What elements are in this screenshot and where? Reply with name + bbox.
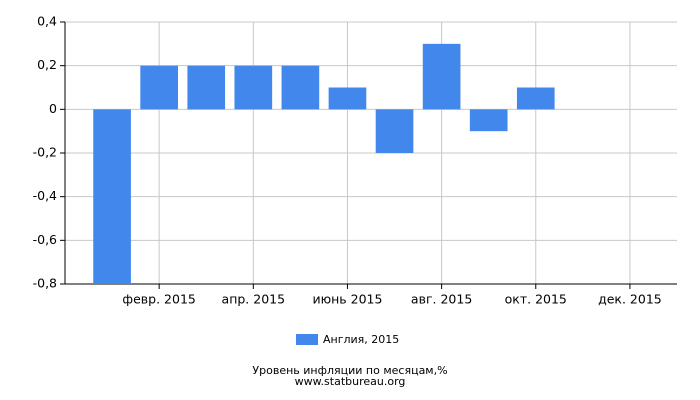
x-tick-label: дек. 2015 bbox=[598, 292, 662, 307]
x-tick-label: авг. 2015 bbox=[411, 292, 472, 307]
bar bbox=[516, 87, 555, 110]
bar bbox=[469, 109, 508, 132]
bar bbox=[281, 65, 320, 110]
y-tick-label: 0,4 bbox=[37, 14, 57, 29]
y-tick-label: 0,2 bbox=[37, 57, 57, 72]
bar bbox=[234, 65, 273, 110]
bar bbox=[187, 65, 226, 110]
y-tick-label: -0,2 bbox=[33, 145, 57, 160]
x-tick-label: окт. 2015 bbox=[505, 292, 567, 307]
bar bbox=[422, 43, 461, 110]
x-axis-label: Уровень инфляции по месяцам,% bbox=[252, 364, 447, 377]
y-tick-label: -0,6 bbox=[33, 232, 57, 247]
legend-label: Англия, 2015 bbox=[323, 333, 399, 346]
source: www.statbureau.org bbox=[295, 375, 406, 388]
x-tick-label: июнь 2015 bbox=[312, 292, 382, 307]
x-tick-label: февр. 2015 bbox=[122, 292, 195, 307]
legend-swatch bbox=[296, 334, 318, 345]
bar bbox=[375, 109, 414, 153]
bar bbox=[328, 87, 367, 110]
x-tick-label: апр. 2015 bbox=[222, 292, 286, 307]
y-tick-label: -0,8 bbox=[33, 276, 57, 291]
y-tick-label: 0 bbox=[49, 101, 57, 116]
bar bbox=[140, 65, 178, 110]
bar bbox=[93, 109, 131, 284]
y-tick-label: -0,4 bbox=[33, 188, 57, 203]
